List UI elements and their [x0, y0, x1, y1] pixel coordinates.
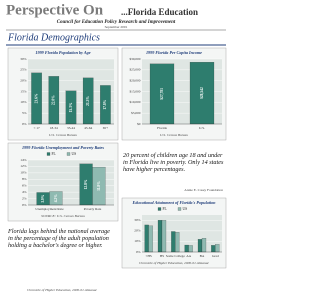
callout-source: Annie E. Casey Foundation — [184, 188, 223, 192]
legend-swatch — [157, 207, 162, 211]
x-tick-label: 35-44 — [67, 126, 75, 130]
legend-swatch — [46, 152, 51, 156]
legend-swatch — [177, 207, 182, 211]
bar — [148, 225, 153, 253]
y-tick-label: 4% — [22, 190, 27, 194]
chart-title: Educational Attainment of Florida's Popu… — [132, 200, 217, 205]
chart-source: U.S. Census Bureau — [160, 133, 188, 137]
page: Perspective On ...Florida Education Coun… — [6, 2, 227, 292]
bar — [188, 245, 193, 253]
bar — [149, 63, 175, 125]
y-tick-label: 25% — [20, 68, 26, 72]
x-tick-label: AA — [186, 254, 191, 258]
legend-swatch — [66, 152, 71, 156]
bar — [175, 232, 180, 253]
x-tick-label: HS — [160, 254, 164, 258]
callout-text: 20 percent of children age 18 and under … — [123, 152, 224, 173]
y-tick-label: 5% — [22, 111, 27, 115]
bar — [161, 220, 167, 253]
x-tick-label: U.S. — [199, 126, 205, 130]
header-title: Perspective On — [6, 2, 104, 18]
x-tick-label: Some College — [166, 254, 186, 258]
y-tick-label: $25,000 — [129, 68, 140, 73]
y-tick-label: $5,000 — [131, 111, 141, 116]
y-tick-label: 6% — [22, 183, 27, 187]
x-tick-label: 65+ — [103, 126, 108, 130]
value-label: 15.3% — [69, 102, 73, 112]
chart-source: SOURCE: U.S. Census Bureau — [41, 214, 85, 218]
x-tick-label: Unemployment Rate — [35, 207, 64, 211]
y-tick-label: 15% — [20, 89, 26, 93]
x-tick-label: < 17 — [34, 126, 40, 130]
legend-label: FL — [52, 152, 56, 156]
header-date: September 2001 — [105, 25, 128, 29]
value-label: 17.8% — [103, 99, 107, 109]
y-tick-label: 20% — [134, 229, 140, 233]
value-label: $28,542 — [200, 87, 204, 99]
header-subtitle: Council for Education Policy Research an… — [57, 20, 176, 25]
value-label: 22.0% — [52, 95, 56, 105]
x-tick-label: Poverty Rate — [84, 207, 102, 211]
y-tick-label: $0 — [137, 122, 141, 126]
header-title-suffix: ...Florida Education — [121, 7, 198, 17]
y-tick-label: 0% — [136, 250, 141, 254]
value-label: 21.3% — [86, 96, 90, 106]
value-label: 12.8% — [84, 179, 88, 189]
note-text: Florida lags behind the national average… — [8, 228, 110, 250]
bar — [189, 62, 215, 125]
x-tick-label: 18-34 — [50, 126, 58, 130]
x-tick-label: BA — [200, 254, 205, 258]
bar — [157, 220, 163, 253]
x-tick-label: Grad — [212, 254, 219, 258]
x-tick-label: 45-64 — [84, 126, 92, 130]
y-tick-label: 8% — [22, 177, 27, 181]
y-tick-label: 10% — [20, 171, 26, 175]
note-source: Chronicle of Higher Education, 2000-01 A… — [26, 288, 98, 292]
bar — [201, 238, 207, 253]
bar — [171, 231, 176, 253]
y-tick-label: 12% — [20, 164, 26, 168]
y-tick-label: $10,000 — [129, 100, 140, 105]
chart-source: U.S. Census Bureau — [49, 133, 77, 137]
y-tick-label: 20% — [20, 78, 26, 82]
chart-title: 1999 Florida Unemployment and Poverty Ra… — [22, 145, 104, 150]
chart-title: 1999 Florida Population by Age — [35, 50, 90, 55]
value-label: 4.2% — [54, 194, 58, 202]
y-tick-label: 2% — [22, 196, 27, 200]
y-tick-label: 0% — [22, 122, 27, 126]
bar — [197, 239, 203, 253]
y-tick-label: 10% — [134, 239, 140, 243]
section-title: Florida Demographics — [7, 32, 100, 43]
y-tick-label: 30% — [20, 57, 26, 61]
chart-title: 1999 Florida Per Capita Income — [146, 50, 202, 55]
y-tick-label: $15,000 — [129, 89, 140, 94]
legend-label: US — [72, 152, 77, 156]
y-tick-label: 0% — [22, 203, 27, 207]
page-graphics: Perspective On ...Florida Education Coun… — [6, 2, 227, 269]
bar — [144, 224, 149, 253]
chart-source: Chronicle of Higher Education, 2000-01 A… — [139, 261, 210, 266]
value-label: 3.9% — [41, 194, 45, 202]
x-tick-label: Florida — [157, 126, 167, 130]
bar — [184, 244, 189, 253]
value-label: $27,781 — [160, 88, 164, 100]
plot-area — [142, 215, 222, 252]
value-label: 23.6% — [34, 93, 38, 103]
y-tick-label: 30% — [134, 218, 140, 222]
x-tick-label: <HS — [146, 254, 152, 258]
y-tick-label: 14% — [20, 158, 26, 162]
bar — [211, 245, 216, 253]
legend-label: US — [183, 207, 188, 211]
y-tick-label: 10% — [20, 100, 26, 104]
y-tick-label: $20,000 — [129, 78, 140, 83]
legend-label: FL — [163, 207, 167, 211]
value-label: 11.8% — [97, 181, 101, 191]
bar — [215, 244, 220, 253]
y-tick-label: $30,000 — [129, 57, 140, 62]
